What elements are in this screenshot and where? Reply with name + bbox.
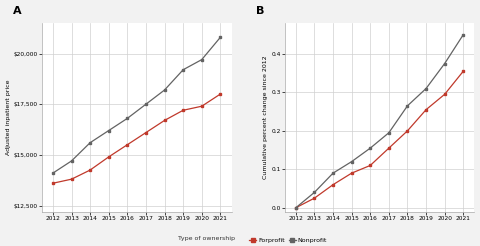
- Legend: Forprofit, Nonprofit: Forprofit, Nonprofit: [246, 235, 330, 245]
- Text: A: A: [13, 6, 22, 15]
- Text: B: B: [256, 6, 264, 15]
- Y-axis label: Adjusted inpatient price: Adjusted inpatient price: [6, 80, 11, 155]
- Text: Type of ownership: Type of ownership: [178, 236, 235, 241]
- Y-axis label: Cumulative percent change since 2012: Cumulative percent change since 2012: [264, 56, 268, 179]
